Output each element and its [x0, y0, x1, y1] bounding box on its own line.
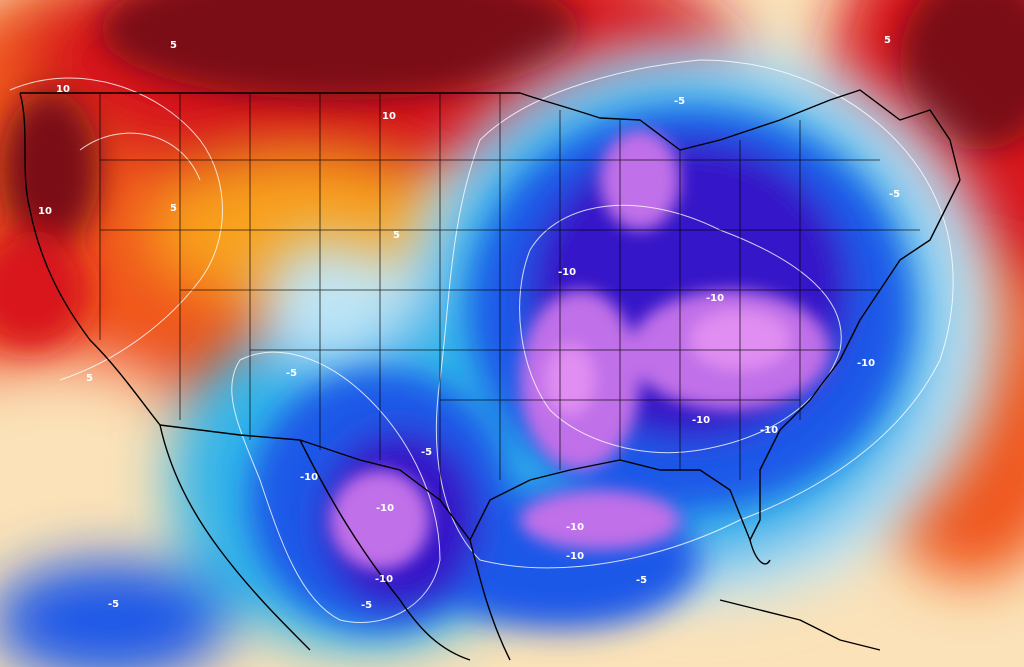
- contour-label: -10: [706, 293, 724, 304]
- cool-zone-pacific-south: [0, 560, 230, 667]
- contour-label: 5: [170, 203, 177, 214]
- contour-label: -5: [108, 599, 119, 610]
- contour-label: -10: [857, 358, 875, 369]
- baja-coast: [159, 424, 311, 651]
- warm-core-pacific-nw: [0, 90, 100, 250]
- contour-minus5-mexico: [231, 351, 441, 623]
- contour-minus10-east: [519, 204, 842, 454]
- contour-label: -5: [636, 575, 647, 586]
- contour-label: 5: [393, 230, 400, 241]
- contour-label: 5: [170, 40, 177, 51]
- contour-minus5-east: [435, 59, 954, 569]
- contour-label: 10: [56, 84, 70, 95]
- contour-label: -10: [558, 267, 576, 278]
- contour-label-layer: 5 10 10 10 5 5 5 5 -5 -5 -10 -10 -10 -10…: [38, 35, 900, 611]
- contour-label: 10: [38, 206, 52, 217]
- state-borders: [99, 93, 920, 500]
- warm-core-region: [0, 0, 1024, 350]
- mexico-east-coast: [469, 539, 511, 661]
- contour-label: -5: [889, 189, 900, 200]
- contour-plus5-west: [9, 77, 223, 381]
- contour-label: -10: [375, 574, 393, 585]
- warm-zone-pacific: [0, 370, 200, 550]
- us-canada-border-east: [829, 89, 961, 181]
- us-south-east-outline: [159, 179, 961, 541]
- contour-label: -10: [376, 503, 394, 514]
- cold-core-gulf: [520, 490, 680, 550]
- contour-label: -5: [674, 96, 685, 107]
- florida-peninsula: [749, 539, 771, 565]
- contour-label: -10: [566, 522, 584, 533]
- warm-core-california: [0, 230, 90, 350]
- contour-label: -5: [361, 600, 372, 611]
- contour-label: -10: [692, 415, 710, 426]
- cold-core-mexico: [330, 470, 430, 570]
- cuba-outline: [719, 599, 881, 651]
- contour-plus10-west: [79, 132, 201, 181]
- contour-label: 5: [86, 373, 93, 384]
- contour-label: -5: [286, 368, 297, 379]
- contour-lines: [9, 59, 954, 623]
- contour-label: -10: [760, 425, 778, 436]
- contour-label: -10: [300, 472, 318, 483]
- contour-label: 5: [884, 35, 891, 46]
- cold-core-michigan: [600, 130, 680, 230]
- contour-label: -10: [566, 551, 584, 562]
- contour-label: -5: [421, 447, 432, 458]
- cool-zone-rockies: [260, 240, 400, 360]
- cold-core-ozarks: [545, 345, 595, 415]
- warm-core-canada: [100, 0, 580, 100]
- contour-label: 10: [382, 111, 396, 122]
- mexico-west-coast: [299, 439, 471, 661]
- us-west-coast: [19, 92, 161, 426]
